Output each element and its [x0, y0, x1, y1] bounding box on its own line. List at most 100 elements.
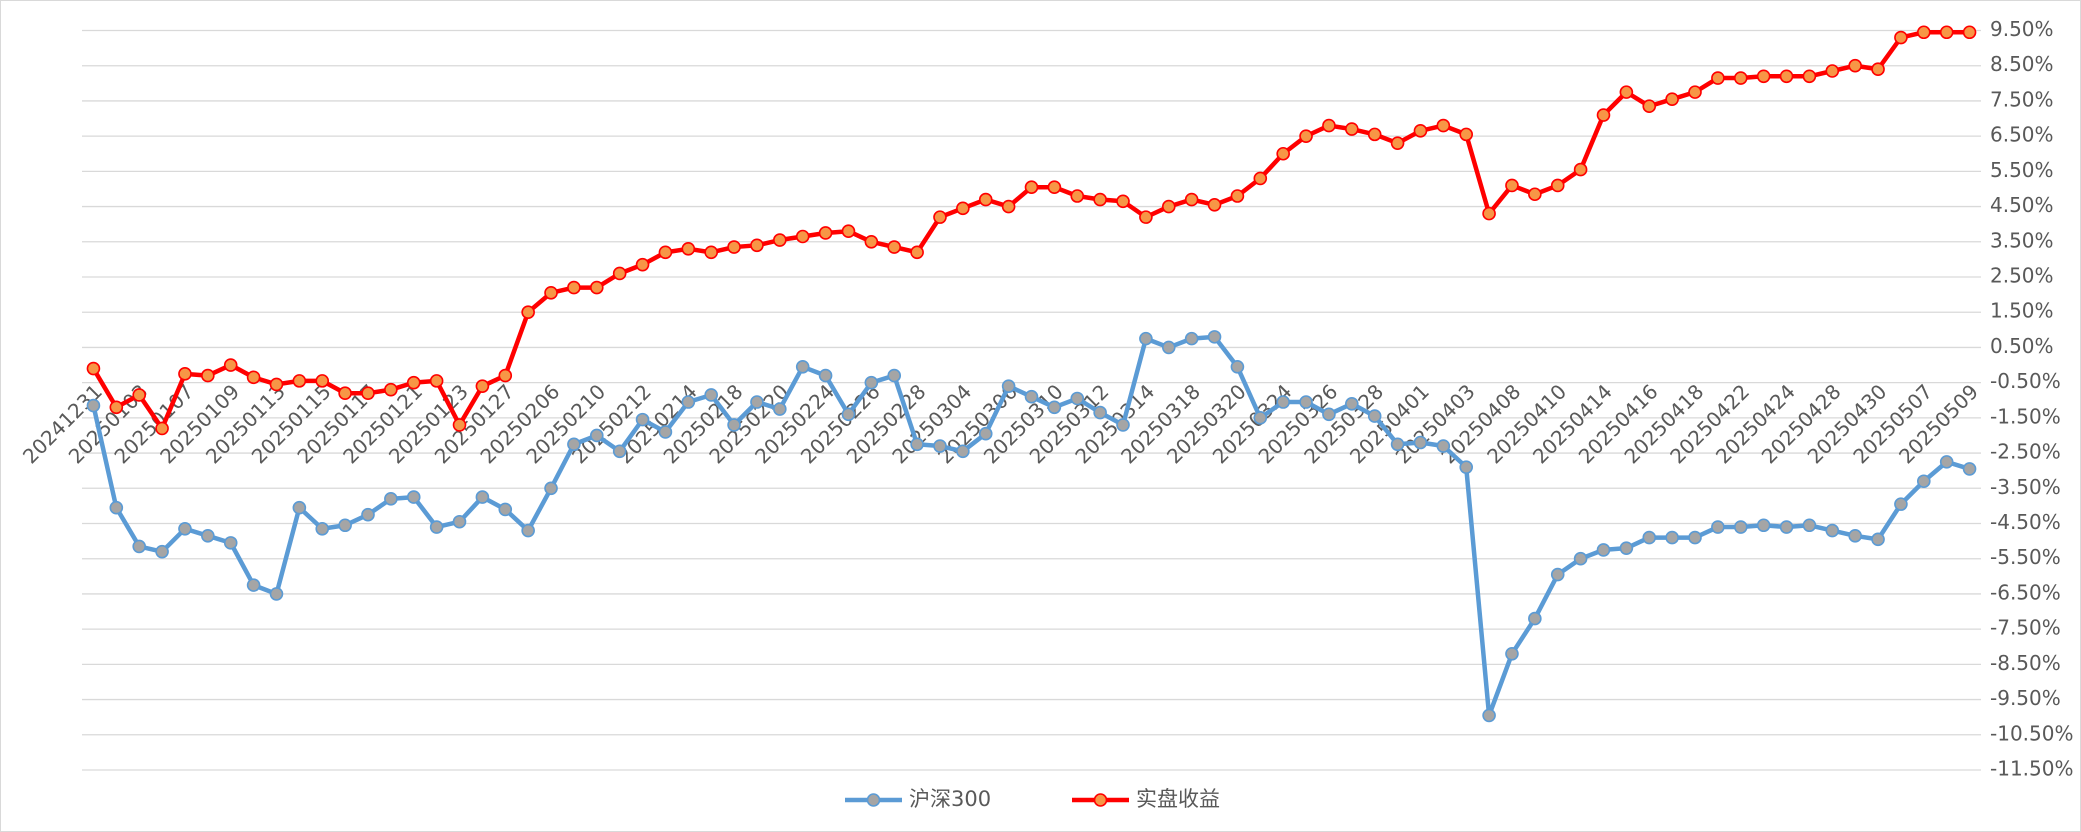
y-tick-label: 3.50% — [1990, 228, 2054, 252]
data-point — [1733, 71, 1748, 85]
data-point — [1322, 118, 1336, 133]
data-point — [635, 412, 650, 427]
data-point — [1207, 330, 1222, 344]
data-point — [1116, 194, 1130, 209]
data-point — [498, 502, 513, 517]
data-point — [727, 418, 741, 432]
data-point — [1939, 455, 1954, 469]
data-point — [223, 536, 238, 550]
data-point — [864, 234, 879, 249]
data-point — [86, 398, 101, 413]
data-point — [1665, 530, 1679, 545]
y-tick-label: 7.50% — [1990, 87, 2054, 111]
data-point — [1528, 187, 1542, 202]
data-point — [704, 388, 718, 402]
data-point — [429, 520, 444, 534]
data-point — [1299, 395, 1313, 409]
data-point — [681, 242, 696, 256]
data-point — [795, 229, 810, 244]
y-tick-label: 0.50% — [1990, 334, 2054, 358]
data-point — [567, 280, 581, 295]
data-point — [1139, 331, 1153, 346]
data-point — [1436, 439, 1451, 453]
data-point — [1276, 395, 1290, 409]
data-point — [1184, 331, 1199, 346]
data-point — [1779, 69, 1794, 84]
data-point — [338, 386, 352, 401]
data-point — [201, 529, 215, 543]
y-tick-label: -0.50% — [1990, 369, 2061, 393]
data-point — [1024, 389, 1039, 404]
data-point — [269, 587, 284, 601]
y-tick-label: -6.50% — [1990, 580, 2061, 604]
y-tick-label: -10.50% — [1990, 721, 2073, 745]
y-tick-label: -9.50% — [1990, 686, 2061, 710]
data-point — [841, 407, 856, 422]
data-point — [155, 421, 169, 436]
data-point — [704, 245, 718, 260]
data-point — [1871, 62, 1885, 77]
data-point — [1322, 407, 1336, 422]
data-point — [1756, 69, 1771, 84]
data-point — [1413, 435, 1428, 450]
data-point — [933, 439, 947, 453]
data-point — [1711, 71, 1725, 85]
data-point — [1802, 518, 1817, 533]
data-point — [864, 375, 879, 390]
data-point — [1230, 189, 1245, 203]
data-point — [315, 374, 330, 388]
y-tick-label: 2.50% — [1990, 264, 2054, 288]
data-point — [1253, 171, 1268, 186]
y-tick-label: -1.50% — [1990, 404, 2061, 428]
data-point — [1207, 198, 1222, 212]
data-point — [269, 377, 284, 392]
data-point — [1505, 178, 1519, 193]
data-point — [178, 367, 192, 381]
data-point — [1093, 192, 1107, 207]
data-point — [1299, 129, 1313, 143]
data-point — [1047, 400, 1062, 415]
data-point — [635, 257, 650, 272]
data-point — [1230, 359, 1245, 374]
data-point — [1688, 530, 1702, 545]
data-point — [773, 402, 787, 416]
data-point — [544, 481, 558, 496]
data-point — [1619, 85, 1634, 99]
data-point — [1116, 418, 1130, 432]
data-point — [1779, 520, 1794, 534]
data-point — [1917, 25, 1931, 40]
data-point — [1802, 69, 1817, 84]
data-point — [1825, 64, 1840, 78]
data-point — [933, 210, 947, 224]
data-point — [818, 368, 833, 383]
data-point — [910, 437, 924, 452]
data-point — [1276, 146, 1290, 161]
data-point — [1070, 189, 1085, 203]
data-point — [1962, 462, 1977, 476]
data-point — [1871, 532, 1885, 547]
data-point — [1482, 708, 1496, 723]
y-tick-label: -11.50% — [1990, 757, 2073, 781]
data-point — [1596, 543, 1611, 557]
data-point — [567, 437, 581, 452]
data-point — [452, 514, 467, 529]
data-point — [978, 192, 993, 207]
data-point — [1756, 518, 1771, 533]
data-point — [384, 492, 398, 506]
data-point — [1619, 541, 1634, 555]
y-tick-label: 6.50% — [1990, 123, 2054, 147]
data-point — [292, 374, 307, 388]
data-point — [1024, 180, 1039, 195]
data-point — [406, 375, 421, 390]
data-point — [773, 233, 787, 247]
data-point — [1093, 405, 1107, 420]
y-tick-label: -2.50% — [1990, 440, 2061, 464]
data-point — [1390, 437, 1405, 452]
data-point — [1345, 396, 1359, 411]
data-point — [1665, 92, 1679, 106]
data-point — [1001, 199, 1016, 214]
data-point — [658, 425, 673, 439]
data-point — [109, 500, 124, 515]
data-point — [681, 395, 696, 409]
y-tick-label: 1.50% — [1990, 299, 2054, 323]
